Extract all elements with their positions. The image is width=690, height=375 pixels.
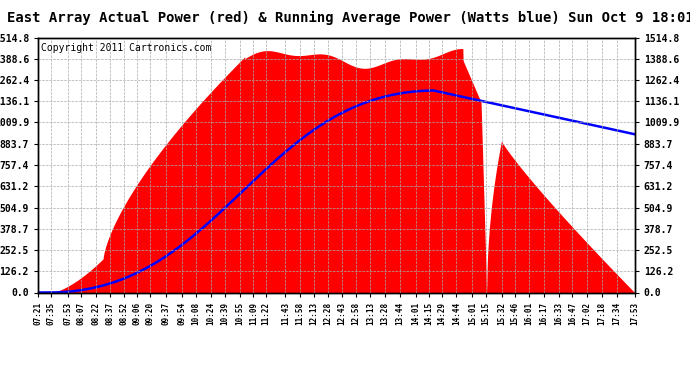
Text: East Array Actual Power (red) & Running Average Power (Watts blue) Sun Oct 9 18:: East Array Actual Power (red) & Running …	[7, 11, 690, 26]
Text: Copyright 2011 Cartronics.com: Copyright 2011 Cartronics.com	[41, 43, 211, 52]
